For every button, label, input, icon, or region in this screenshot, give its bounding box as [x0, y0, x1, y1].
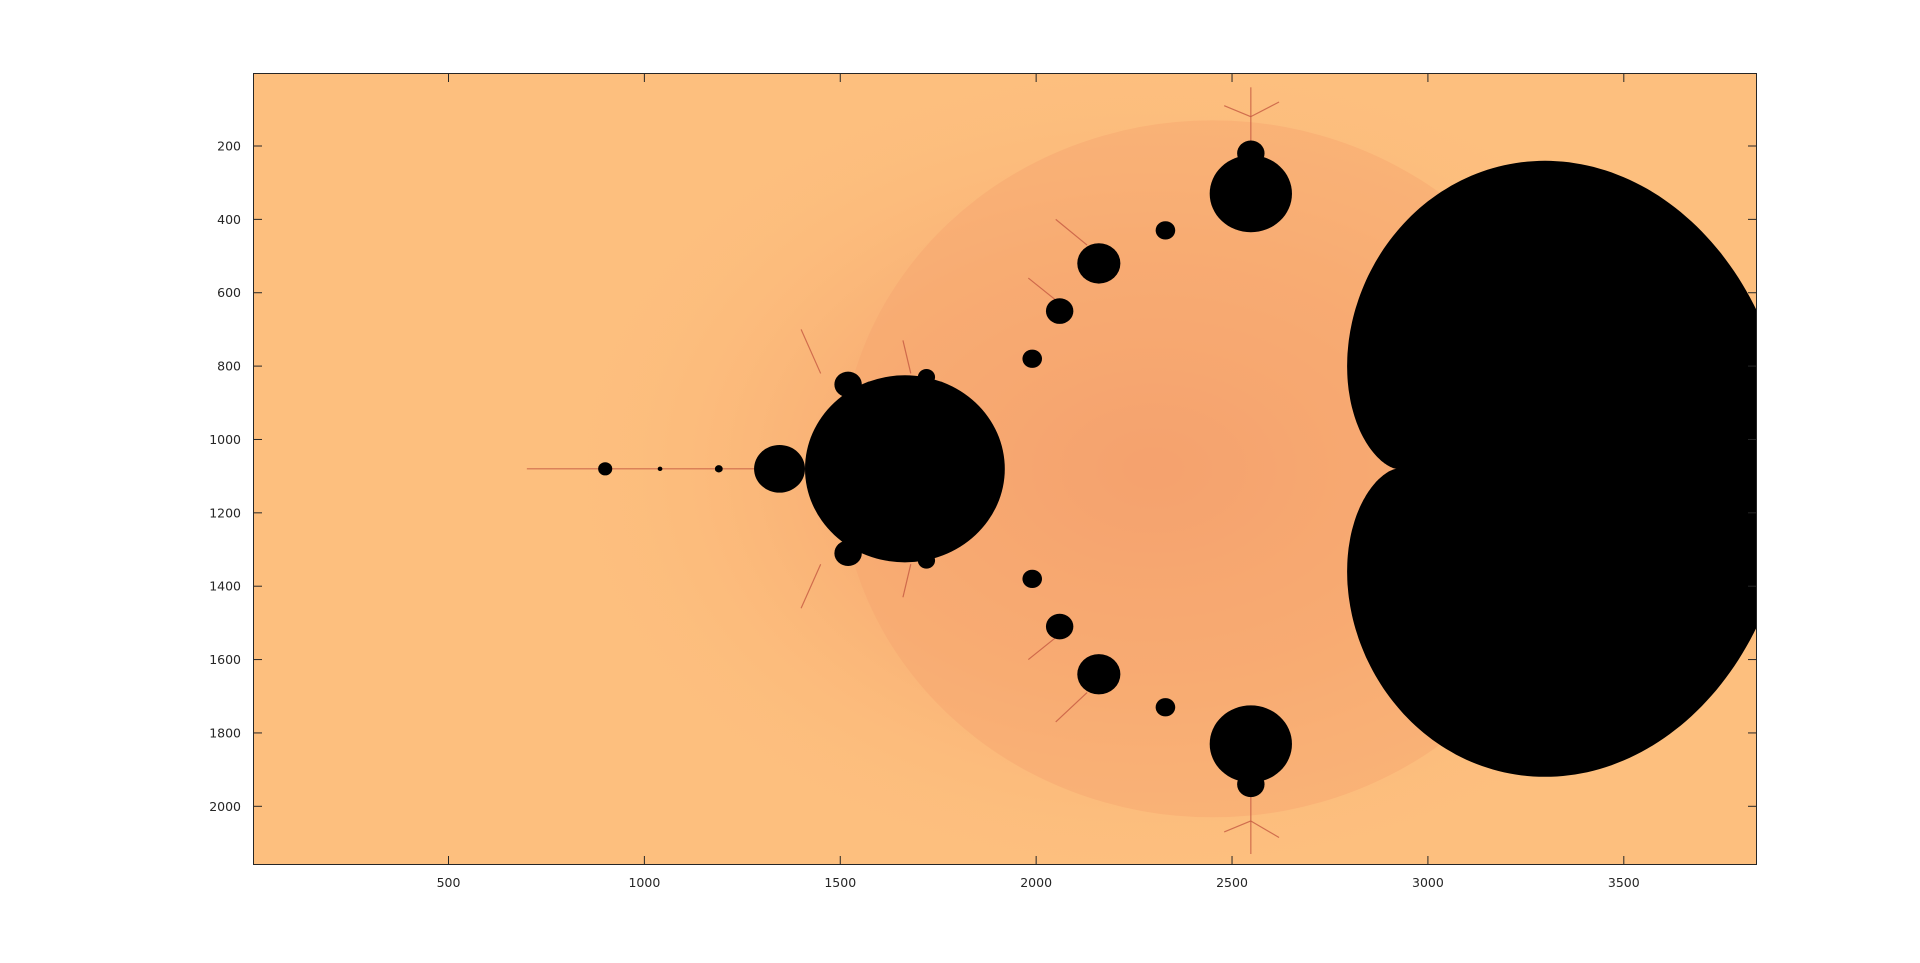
- y-tick-label: 1400: [209, 579, 241, 594]
- y-tick-label: 200: [217, 139, 241, 154]
- filament-8: [1055, 692, 1088, 723]
- secondary-bulb-2: [1388, 257, 1432, 299]
- y-tick-label: 2000: [209, 799, 241, 814]
- secondary-bulb-5: [1045, 613, 1074, 640]
- mandelbrot-set: [598, 140, 1757, 798]
- filament-5: [1223, 820, 1252, 833]
- filament-16: [1027, 637, 1057, 661]
- main-cardioid: [1347, 160, 1757, 777]
- secondary-bulb-14: [1155, 221, 1176, 240]
- secondary-bulb-15: [1155, 698, 1176, 717]
- secondary-bulb-8: [834, 371, 862, 398]
- spike-bulb-1: [714, 465, 723, 473]
- y-tick-label: 400: [217, 212, 241, 227]
- filament-11: [800, 329, 822, 374]
- spike-bulb-2: [657, 466, 663, 472]
- secondary-bulb-13: [1022, 569, 1043, 589]
- axes-frame: [253, 73, 1757, 865]
- bottom-bulb-small: [1237, 771, 1265, 798]
- fractal-filaments: [526, 87, 1480, 854]
- secondary-bulb-10: [917, 369, 936, 386]
- y-tick-label: 1600: [209, 652, 241, 667]
- x-axis: 500 1000 1500 2000 2500 3000 3500: [437, 73, 1640, 890]
- top-bulb-small: [1237, 140, 1265, 167]
- y-tick-label: 600: [217, 285, 241, 300]
- secondary-bulb-9: [834, 540, 862, 567]
- secondary-bulb-3: [1388, 639, 1432, 680]
- plot-area: [253, 73, 1757, 865]
- secondary-bulb-4: [1045, 298, 1074, 324]
- secondary-bulb-6: [1431, 332, 1457, 356]
- x-tick-label: 2500: [1216, 875, 1248, 890]
- filament-15: [1027, 277, 1057, 301]
- secondary-bulb-0: [1077, 243, 1121, 284]
- filament-17: [902, 340, 912, 374]
- filament-12: [800, 563, 822, 609]
- filament-7: [1055, 218, 1088, 246]
- filament-2: [1223, 105, 1252, 118]
- x-tick-label: 2000: [1020, 875, 1052, 890]
- y-tick-label: 1200: [209, 505, 241, 520]
- mini-brot: [598, 462, 613, 476]
- filament-18: [902, 564, 912, 598]
- y-tick-label: 1000: [209, 432, 241, 447]
- secondary-bulb-12: [1022, 349, 1043, 368]
- y-axis: 200 400 600 800 1000 1200 1400 1600 1800 2000: [209, 139, 1757, 814]
- x-tick-label: 3000: [1412, 875, 1444, 890]
- secondary-bulb-11: [917, 552, 936, 569]
- y-tick-label: 800: [217, 359, 241, 374]
- x-tick-label: 3500: [1608, 875, 1640, 890]
- filament-6: [1250, 820, 1280, 839]
- x-tick-label: 500: [437, 875, 461, 890]
- x-tick-label: 1000: [628, 875, 660, 890]
- period4-bulb: [754, 444, 806, 493]
- y-tick-label: 1800: [209, 725, 241, 740]
- x-tick-label: 1500: [824, 875, 856, 890]
- bottom-bulb: [1209, 705, 1292, 783]
- top-bulb: [1209, 155, 1292, 233]
- secondary-bulb-7: [1431, 581, 1457, 606]
- filament-3: [1250, 101, 1280, 118]
- secondary-bulb-1: [1077, 654, 1121, 695]
- period2-bulb: [805, 375, 1005, 563]
